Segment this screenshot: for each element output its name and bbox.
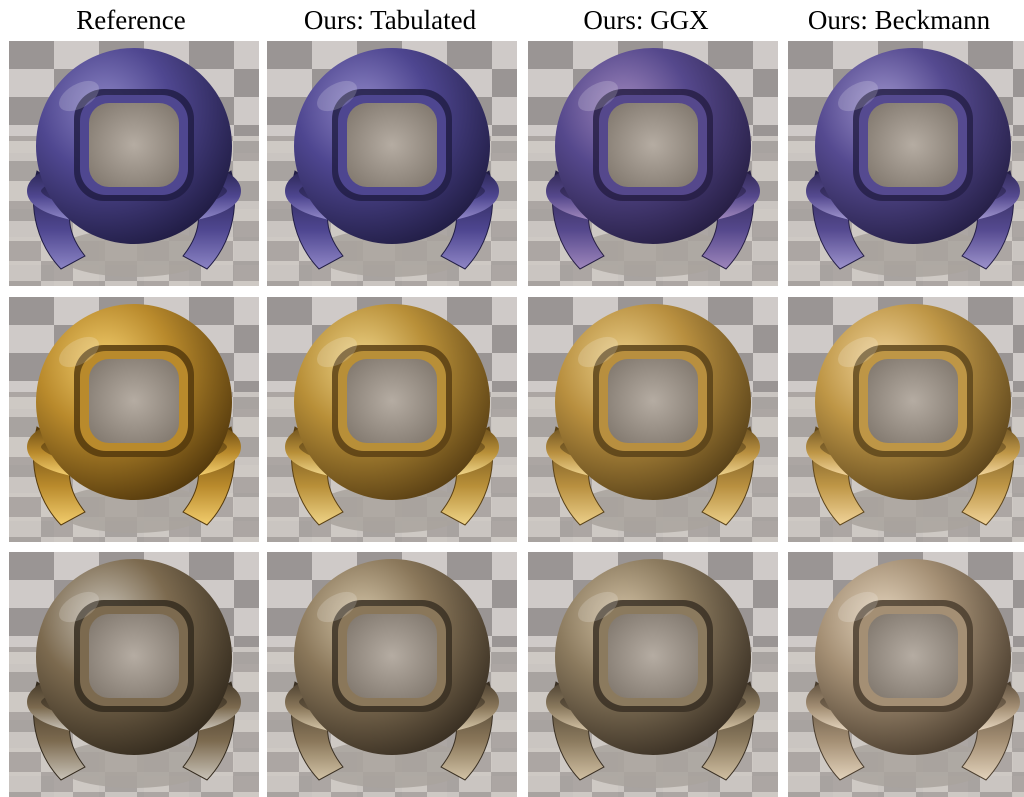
render-shape [838,80,878,112]
render-shape [314,485,470,533]
render-image-bronze-metal [9,552,259,797]
render-shape [89,103,179,187]
render-image-purple-metal [528,41,778,286]
render-shape [347,359,437,443]
render-shape [578,80,618,112]
render-shape [56,740,212,788]
render-shape [317,80,357,112]
render-shape [835,229,991,277]
render-shape [347,103,437,187]
render-shape [59,336,99,368]
render-shape [608,359,698,443]
render-shape [608,614,698,698]
render-shape [575,740,731,788]
render-shape [835,740,991,788]
render-shape [578,591,618,623]
render-image-purple-metal [267,41,517,286]
render-shape [314,229,470,277]
render-image-bronze-metal [788,552,1024,797]
render-shape [608,103,698,187]
render-image-gold-metal [788,297,1024,542]
render-shape [838,591,878,623]
render-shape [314,740,470,788]
render-shape [89,359,179,443]
render-shape [89,614,179,698]
column-header: Ours: GGX [583,4,709,35]
column-header: Ours: Tabulated [303,4,477,35]
render-shape [56,229,212,277]
render-shape [835,485,991,533]
render-shape [347,614,437,698]
render-image-bronze-metal [528,552,778,797]
render-shape [317,336,357,368]
render-shape [59,591,99,623]
render-shape [59,80,99,112]
render-shape [868,103,958,187]
render-shape [56,485,212,533]
render-shape [575,229,731,277]
column-header: Reference [76,4,186,35]
render-shape [578,336,618,368]
render-image-gold-metal [267,297,517,542]
render-shape [868,359,958,443]
render-image-gold-metal [528,297,778,542]
render-image-purple-metal [9,41,259,286]
render-shape [317,591,357,623]
render-shape [575,485,731,533]
render-shape [868,614,958,698]
render-shape [838,336,878,368]
render-image-bronze-metal [267,552,517,797]
column-header: Ours: Beckmann [807,4,991,35]
render-image-gold-metal [9,297,259,542]
render-image-purple-metal [788,41,1024,286]
